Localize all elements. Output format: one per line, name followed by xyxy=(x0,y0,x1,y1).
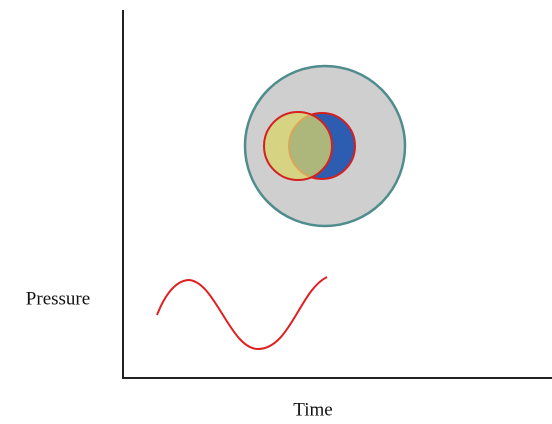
x-axis-label: Time xyxy=(293,399,332,420)
sine-wave xyxy=(156,276,328,351)
y-axis-label: Pressure xyxy=(26,288,90,309)
yellow-circle xyxy=(263,111,333,181)
